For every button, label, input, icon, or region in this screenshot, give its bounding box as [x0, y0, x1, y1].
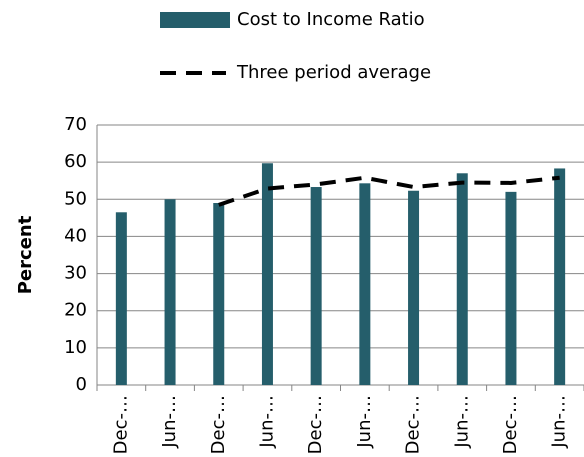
- x-tick-label: Jun-…: [549, 395, 570, 449]
- bar: [554, 168, 566, 385]
- y-axis-title: Percent: [15, 215, 36, 294]
- y-tick-label: 10: [64, 337, 87, 358]
- bar: [213, 203, 225, 385]
- y-tick-label: 60: [64, 151, 87, 172]
- bar: [408, 190, 420, 385]
- legend-swatch: [160, 12, 230, 28]
- x-tick-label: Jun-…: [256, 395, 277, 449]
- y-tick-label: 40: [64, 225, 87, 246]
- x-tick-label: Jun-…: [451, 395, 472, 449]
- bar: [456, 173, 468, 385]
- x-tick-label: Dec-…: [500, 395, 521, 454]
- x-tick-label: Dec-…: [305, 395, 326, 454]
- x-tick-label: Jun-…: [354, 395, 375, 449]
- bar: [505, 191, 517, 385]
- y-tick-label: 20: [64, 300, 87, 321]
- bar: [115, 212, 127, 385]
- line: [218, 175, 560, 207]
- x-tick-label: Jun-…: [159, 395, 180, 449]
- bar: [310, 187, 322, 385]
- y-tick-label: 70: [64, 114, 87, 135]
- x-tick-label: Dec-…: [208, 395, 229, 454]
- x-tick-label: Dec-…: [403, 395, 424, 454]
- y-tick-label: 50: [64, 188, 87, 209]
- y-tick-label: 0: [76, 374, 87, 395]
- bar: [164, 199, 176, 385]
- legend-label: Three period average: [236, 62, 431, 83]
- x-tick-label: Dec-…: [110, 395, 131, 454]
- bar: [359, 183, 371, 385]
- y-tick-label: 30: [64, 263, 87, 284]
- bar: [261, 163, 273, 385]
- legend-label: Cost to Income Ratio: [237, 9, 425, 30]
